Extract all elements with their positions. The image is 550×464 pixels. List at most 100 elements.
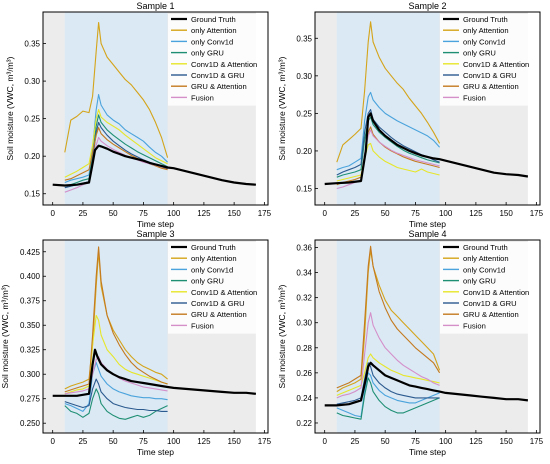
y-tick-label: 0.35	[296, 34, 312, 43]
series-line-only-gru	[336, 377, 440, 420]
x-tick-label: 125	[197, 209, 211, 218]
legend-background	[168, 14, 264, 106]
legend-entry: only Conv1d	[463, 265, 505, 274]
series-lines	[52, 21, 256, 193]
legend-background	[440, 14, 536, 106]
forecast-window-shade	[336, 12, 440, 205]
series-line-fusion	[336, 312, 440, 399]
series-line-ground-truth	[324, 112, 529, 186]
legend-entry: Conv1D & Attention	[463, 60, 529, 69]
legend-background	[440, 242, 536, 334]
y-tick-label: 0.25	[296, 109, 312, 118]
x-tick-label: 50	[381, 209, 390, 218]
y-tick-label: 0.28	[296, 344, 312, 353]
plot-frame	[314, 11, 541, 206]
x-tick-label: 100	[167, 209, 181, 218]
y-tick-label: 0.20	[296, 147, 312, 156]
y-tick-label: 0.36	[296, 244, 312, 253]
x-axis-label: Time step	[409, 447, 446, 457]
chart-title: Sample 4	[408, 229, 446, 239]
y-tick-label: 0.22	[296, 419, 312, 428]
legend-entry: Fusion	[463, 321, 486, 330]
legend-entry: GRU & Attention	[191, 310, 247, 319]
x-tick-label: 175	[530, 437, 544, 446]
y-tick-label: 0.24	[296, 394, 312, 403]
x-tick-label: 125	[469, 209, 483, 218]
legend-entry: Conv1D & Attention	[191, 288, 257, 297]
y-tick-label: 0.275	[20, 395, 41, 404]
x-tick-label: 0	[50, 437, 55, 446]
y-tick-label: 0.32	[296, 294, 312, 303]
legend: Ground Truth only Attention only Conv1d onl…	[440, 14, 536, 106]
legend-entry: Conv1D & GRU	[191, 71, 245, 80]
y-tick-label: 0.400	[20, 272, 41, 281]
series-line-conv1d-gru	[336, 362, 440, 405]
legend-entry: Ground Truth	[463, 243, 508, 252]
x-tick-label: 75	[139, 209, 148, 218]
x-axis-label: Time step	[137, 219, 174, 229]
legend-entry: Conv1D & Attention	[463, 288, 529, 297]
legend: Ground Truth only Attention only Conv1d onl…	[168, 14, 264, 106]
series-line-only-gru	[64, 388, 168, 420]
legend-entry: only Conv1d	[463, 37, 505, 46]
legend-entry: only GRU	[191, 49, 224, 58]
plot-frame	[42, 11, 269, 206]
x-tick-label: 125	[469, 437, 483, 446]
y-tick-label: 0.325	[20, 346, 41, 355]
y-tick-label: 0.425	[20, 248, 41, 257]
series-line-ground-truth	[52, 144, 256, 187]
chart-title: Sample 1	[136, 1, 174, 11]
x-tick-label: 125	[197, 437, 211, 446]
y-tick-label: 0.26	[296, 369, 312, 378]
legend-entry: Fusion	[191, 93, 214, 102]
series-line-conv1d-attention	[336, 142, 440, 182]
x-tick-label: 100	[439, 209, 453, 218]
series-lines	[324, 21, 529, 190]
chart-panel-3: 0 25 50 75 100 125 150 175 0.250 0.275 0.300 0.325 0…	[0, 229, 272, 457]
series-line-only-gru	[336, 116, 440, 178]
x-tick-label: 25	[350, 209, 359, 218]
x-tick-label: 100	[167, 437, 181, 446]
legend-entry: Conv1D & Attention	[191, 60, 257, 69]
legend-entry: only Attention	[191, 254, 237, 263]
y-tick-label: 0.250	[20, 419, 41, 428]
y-axis-label: Soil moisture (VWC, m³/m³)	[0, 284, 10, 388]
legend-entry: Conv1D & GRU	[463, 299, 517, 308]
plot-frame	[314, 239, 541, 434]
legend-entry: only GRU	[463, 277, 496, 286]
y-axis-label: Soil moisture (VWC, m³/m³)	[277, 56, 287, 160]
x-axis-label: Time step	[137, 447, 174, 457]
legend-entry: Ground Truth	[191, 15, 236, 24]
x-tick-label: 150	[227, 437, 241, 446]
series-line-only-attention	[64, 21, 169, 158]
legend: Ground Truth only Attention only Conv1d onl…	[168, 242, 264, 334]
x-tick-label: 50	[109, 437, 118, 446]
series-lines	[324, 245, 529, 420]
series-line-only-conv1d	[64, 94, 168, 184]
y-tick-label: 0.30	[296, 72, 312, 81]
series-line-only-attention	[336, 21, 441, 163]
legend-entry: GRU & Attention	[463, 82, 519, 91]
y-tick-label: 0.25	[24, 115, 40, 124]
chart-panel-2: 0 25 50 75 100 125 150 175 0.15 0.20 0.25 0.30 0.35 S…	[277, 1, 544, 229]
legend-entry: only GRU	[463, 49, 496, 58]
legend: Ground Truth only Attention only Conv1d onl…	[440, 242, 536, 334]
series-line-only-conv1d	[336, 91, 441, 171]
x-tick-label: 0	[322, 437, 327, 446]
x-tick-label: 175	[530, 209, 544, 218]
chart-title: Sample 3	[136, 229, 174, 239]
y-tick-label: 0.20	[24, 152, 40, 161]
chart-panel-1: 0 25 50 75 100 125 150 175 0.15 0.20 0.25 0.30 0.35 S…	[5, 1, 272, 229]
x-tick-label: 25	[78, 437, 87, 446]
legend-entry: Conv1D & GRU	[191, 299, 245, 308]
chart-title: Sample 2	[408, 1, 446, 11]
series-line-ground-truth	[324, 361, 529, 407]
y-tick-label: 0.15	[296, 184, 312, 193]
series-line-only-gru	[64, 114, 168, 187]
x-tick-label: 0	[50, 209, 55, 218]
y-tick-label: 0.35	[24, 40, 40, 49]
x-tick-label: 175	[258, 437, 272, 446]
series-line-conv1d-attention	[336, 353, 440, 396]
